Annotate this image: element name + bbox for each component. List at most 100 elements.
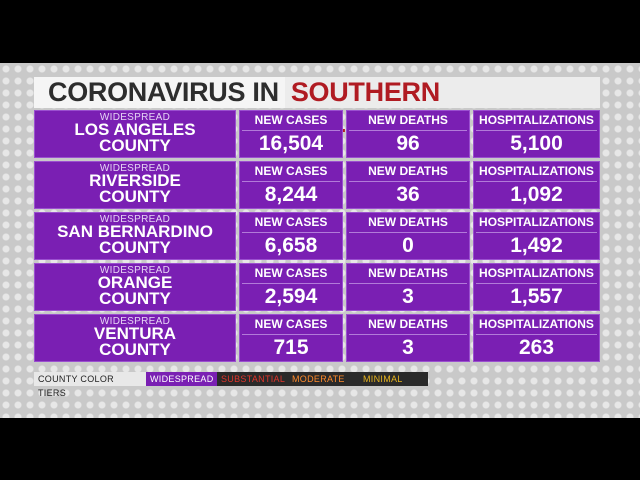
hospitalizations-value: 263: [518, 336, 555, 359]
county-name-line1: RIVERSIDE: [89, 171, 181, 190]
new-deaths-cell: NEW DEATHS 3: [346, 263, 470, 311]
divider: [476, 232, 597, 233]
county-row: WIDESPREAD VENTURA COUNTY NEW CASES 715 …: [34, 314, 600, 362]
new-cases-label: NEW CASES: [254, 215, 328, 229]
new-cases-label: NEW CASES: [254, 113, 328, 127]
hospitalizations-label: HOSPITALIZATIONS: [479, 317, 594, 331]
hospitalizations-cell: HOSPITALIZATIONS 263: [473, 314, 600, 362]
tier-label: WIDESPREAD: [99, 163, 171, 174]
new-cases-cell: NEW CASES 2,594: [239, 263, 343, 311]
legend-minimal: MINIMAL: [359, 372, 428, 386]
hospitalizations-cell: HOSPITALIZATIONS 1,092: [473, 161, 600, 209]
county-name: ORANGE COUNTY: [34, 273, 236, 308]
county-table: WIDESPREAD LOS ANGELES COUNTY NEW CASES …: [34, 110, 600, 365]
legend-moderate: MODERATE: [288, 372, 359, 386]
divider: [349, 181, 467, 182]
divider: [349, 283, 467, 284]
title-bar: CORONAVIRUS IN SOUTHERN CALIFORNIA: [34, 77, 600, 138]
tier-label: WIDESPREAD: [99, 316, 171, 327]
county-name-line2: COUNTY: [99, 187, 171, 206]
county-name-line1: ORANGE: [97, 273, 173, 292]
county-row: WIDESPREAD ORANGE COUNTY NEW CASES 2,594…: [34, 263, 600, 311]
new-cases-value: 715: [273, 336, 309, 359]
tier-label: WIDESPREAD: [99, 265, 171, 276]
new-deaths-value: 96: [396, 132, 420, 155]
county-cell: WIDESPREAD ORANGE COUNTY: [34, 263, 236, 311]
hospitalizations-label: HOSPITALIZATIONS: [479, 266, 594, 280]
new-deaths-label: NEW DEATHS: [368, 113, 448, 127]
new-deaths-value: 3: [402, 285, 414, 308]
county-cell: WIDESPREAD SAN BERNARDINO COUNTY: [34, 212, 236, 260]
new-cases-value: 6,658: [264, 234, 318, 257]
county-row: WIDESPREAD SAN BERNARDINO COUNTY NEW CAS…: [34, 212, 600, 260]
new-cases-label: NEW CASES: [254, 164, 328, 178]
new-cases-cell: NEW CASES 715: [239, 314, 343, 362]
new-cases-cell: NEW CASES 16,504: [239, 110, 343, 158]
county-name: SAN BERNARDINO COUNTY: [34, 222, 236, 257]
county-name-line1: LOS ANGELES: [74, 120, 196, 139]
divider: [349, 232, 467, 233]
county-name-line2: COUNTY: [99, 340, 171, 359]
county-cell: WIDESPREAD RIVERSIDE COUNTY: [34, 161, 236, 209]
new-deaths-label: NEW DEATHS: [368, 266, 448, 280]
hospitalizations-value: 1,557: [510, 285, 563, 308]
title-region: SOUTHERN CALIFORNIA: [284, 77, 600, 138]
county-row: WIDESPREAD LOS ANGELES COUNTY NEW CASES …: [34, 110, 600, 158]
legend-substantial: SUBSTANTIAL: [217, 372, 288, 386]
new-deaths-label: NEW DEATHS: [368, 164, 448, 178]
county-name: RIVERSIDE COUNTY: [34, 171, 236, 206]
hospitalizations-cell: HOSPITALIZATIONS 5,100: [473, 110, 600, 158]
new-cases-label: NEW CASES: [254, 266, 328, 280]
divider: [242, 130, 340, 131]
divider: [476, 283, 597, 284]
divider: [476, 334, 597, 335]
new-cases-cell: NEW CASES 8,244: [239, 161, 343, 209]
tier-legend: COUNTY COLOR TIERS WIDESPREAD SUBSTANTIA…: [34, 372, 428, 398]
hospitalizations-value: 1,492: [510, 234, 563, 257]
new-deaths-cell: NEW DEATHS 36: [346, 161, 470, 209]
new-cases-label: NEW CASES: [254, 317, 328, 331]
hospitalizations-label: HOSPITALIZATIONS: [479, 113, 594, 127]
new-deaths-cell: NEW DEATHS 3: [346, 314, 470, 362]
new-deaths-cell: NEW DEATHS 96: [346, 110, 470, 158]
county-cell: WIDESPREAD VENTURA COUNTY: [34, 314, 236, 362]
divider: [242, 232, 340, 233]
county-name: VENTURA COUNTY: [34, 324, 236, 359]
new-deaths-label: NEW DEATHS: [368, 317, 448, 331]
hospitalizations-cell: HOSPITALIZATIONS 1,557: [473, 263, 600, 311]
new-deaths-label: NEW DEATHS: [368, 215, 448, 229]
new-deaths-value: 3: [402, 336, 414, 359]
hospitalizations-value: 1,092: [510, 183, 563, 206]
county-cell: WIDESPREAD LOS ANGELES COUNTY: [34, 110, 236, 158]
title-main: CORONAVIRUS IN: [34, 77, 285, 108]
divider: [476, 181, 597, 182]
new-cases-value: 8,244: [264, 183, 318, 206]
divider: [242, 181, 340, 182]
county-row: WIDESPREAD RIVERSIDE COUNTY NEW CASES 8,…: [34, 161, 600, 209]
divider: [476, 130, 597, 131]
legend-widespread: WIDESPREAD: [146, 372, 217, 386]
county-name-line2: COUNTY: [99, 136, 171, 155]
legend-title: COUNTY COLOR TIERS: [34, 372, 146, 398]
hospitalizations-cell: HOSPITALIZATIONS 1,492: [473, 212, 600, 260]
county-name-line1: VENTURA: [93, 324, 177, 343]
divider: [349, 334, 467, 335]
new-deaths-value: 36: [396, 183, 420, 206]
hospitalizations-value: 5,100: [510, 132, 563, 155]
divider: [349, 130, 467, 131]
new-deaths-value: 0: [402, 234, 414, 257]
county-name: LOS ANGELES COUNTY: [34, 120, 236, 155]
new-cases-cell: NEW CASES 6,658: [239, 212, 343, 260]
hospitalizations-label: HOSPITALIZATIONS: [479, 164, 594, 178]
hospitalizations-label: HOSPITALIZATIONS: [479, 215, 594, 229]
new-cases-value: 16,504: [258, 132, 324, 155]
tier-label: WIDESPREAD: [99, 112, 171, 123]
divider: [242, 283, 340, 284]
county-name-line1: SAN BERNARDINO: [57, 222, 213, 241]
county-name-line2: COUNTY: [99, 238, 171, 257]
new-cases-value: 2,594: [264, 285, 318, 308]
divider: [242, 334, 340, 335]
new-deaths-cell: NEW DEATHS 0: [346, 212, 470, 260]
tier-label: WIDESPREAD: [99, 214, 171, 225]
county-name-line2: COUNTY: [99, 289, 171, 308]
